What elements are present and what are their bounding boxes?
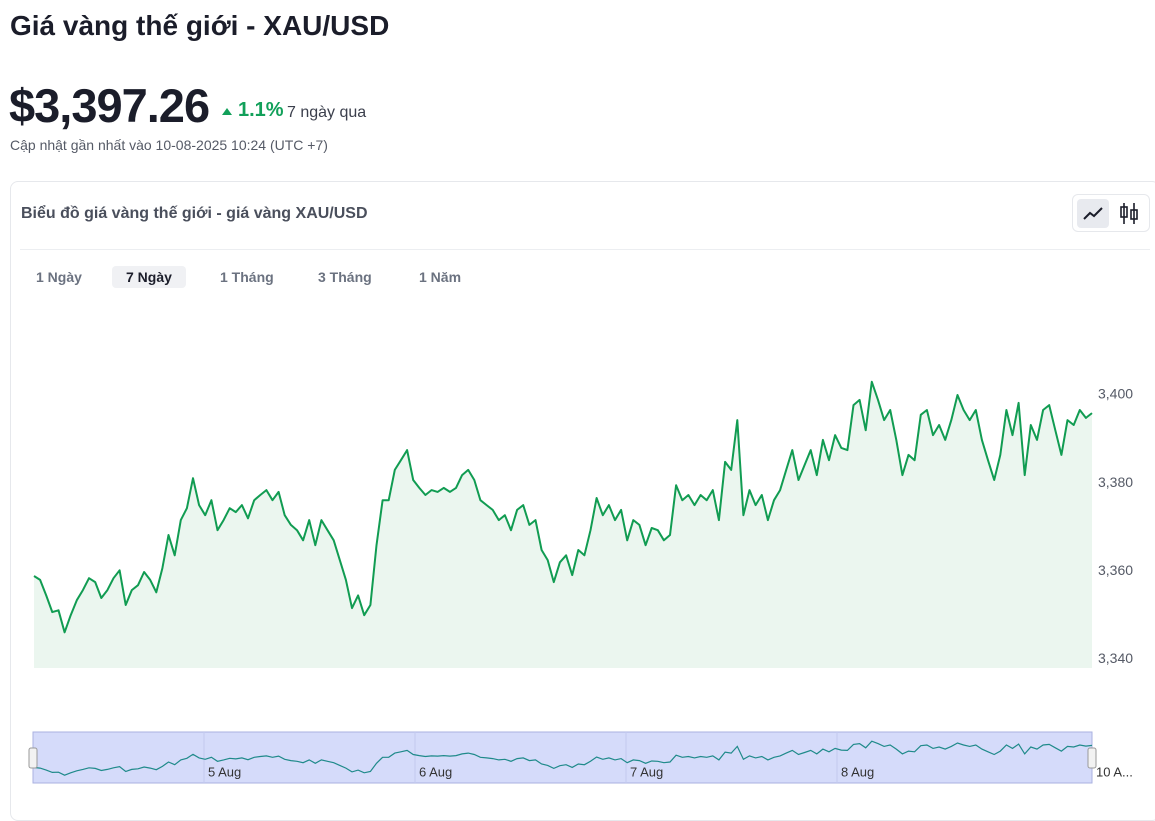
navigator-label: 8 Aug bbox=[841, 764, 874, 779]
range-tab[interactable]: 1 Năm bbox=[419, 269, 462, 285]
navigator-label: 7 Aug bbox=[630, 764, 663, 779]
y-tick-label: 3,380 bbox=[1098, 474, 1133, 490]
switch-icons bbox=[1077, 199, 1138, 228]
y-tick-label: 3,340 bbox=[1098, 650, 1133, 666]
price-line bbox=[33, 380, 1093, 634]
divider bbox=[20, 249, 1150, 250]
navigator-line bbox=[33, 740, 1093, 776]
range-tab[interactable]: 7 Ngày bbox=[112, 266, 186, 288]
navigator-handle[interactable] bbox=[28, 747, 38, 769]
navigator-handle[interactable] bbox=[1087, 747, 1097, 769]
price: $3,397.26 bbox=[9, 79, 210, 132]
y-tick-label: 3,360 bbox=[1098, 562, 1133, 578]
range-tab[interactable]: 1 Tháng bbox=[220, 269, 274, 285]
navigator-label: 10 A... bbox=[1096, 764, 1133, 779]
range-tab[interactable]: 3 Tháng bbox=[318, 269, 372, 285]
up-arrow bbox=[222, 108, 232, 115]
page: Giá vàng thế giới - XAU/USD $3,397.26 1.… bbox=[9, 10, 1155, 821]
area-fill bbox=[34, 381, 1092, 668]
navigator-label: 6 Aug bbox=[419, 764, 452, 779]
change-period: 7 ngày qua bbox=[287, 104, 367, 121]
line-button[interactable] bbox=[1077, 199, 1109, 228]
chart: 3,340 3,360 3,380 3,400 5 Aug 6 Aug 7 Aug 8 Aug… bbox=[28, 380, 1133, 784]
page-title: Giá vàng thế giới - XAU/USD bbox=[10, 10, 390, 41]
navigator bbox=[32, 731, 1093, 784]
y-tick-label: 3,400 bbox=[1098, 386, 1133, 402]
chart-type-switch bbox=[1072, 194, 1150, 232]
updated-time: Cập nhật gần nhất vào 10-08-2025 10:24 (… bbox=[10, 137, 328, 153]
line-icon bbox=[1083, 207, 1103, 220]
candle-button[interactable] bbox=[1120, 203, 1138, 224]
range-tab[interactable]: 1 Ngày bbox=[36, 269, 82, 285]
card-title: Biểu đồ giá vàng thế giới - giá vàng XAU… bbox=[21, 205, 368, 222]
navigator-label: 5 Aug bbox=[208, 764, 241, 779]
change: 1.1% bbox=[238, 99, 284, 121]
